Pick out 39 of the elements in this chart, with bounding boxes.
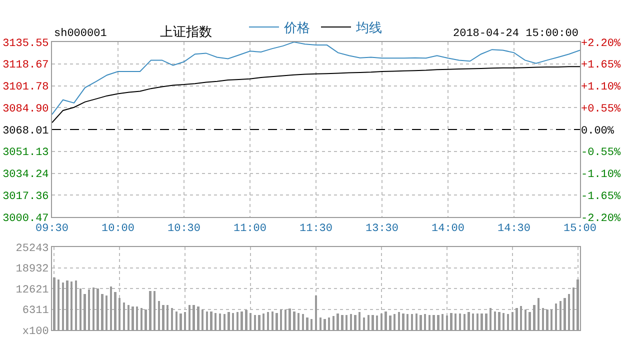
y-tick-label: 3000.47 (2, 212, 49, 225)
text: 2018-04-24 15:00:00 (453, 28, 578, 40)
y-tick-label: x100 (22, 326, 49, 338)
x-tick-label: 11:00 (233, 223, 267, 236)
line-series (52, 42, 580, 115)
y2-tick-label: -1.65% (581, 190, 622, 203)
y-tick-label: 3051.13 (2, 147, 49, 160)
y-tick-label: 12621 (16, 284, 50, 296)
text: 上证指数 (160, 25, 212, 40)
y-tick-label: 25243 (16, 242, 49, 255)
y-tick-label: 6311 (22, 305, 50, 318)
y-tick-label: 18932 (16, 264, 49, 276)
y2-tick-label: +1.10% (581, 82, 622, 94)
legend-label: 均线 (355, 21, 382, 36)
y-tick-label: 3068.01 (2, 125, 50, 138)
y2-tick-label: -0.55% (581, 147, 622, 160)
text: sh000001 (54, 28, 108, 40)
y2-tick-label: 0.00% (581, 125, 614, 138)
y-tick-label: 3118.67 (2, 60, 49, 72)
x-tick-label: 14:00 (431, 223, 465, 236)
y-tick-label: 3101.78 (2, 82, 49, 94)
y2-tick-label: +1.65% (581, 60, 622, 72)
x-tick-label: 15:00 (563, 223, 597, 236)
x-tick-label: 13:30 (365, 223, 399, 236)
x-tick-label: 09:30 (35, 223, 69, 236)
y-tick-label: 3017.36 (2, 190, 49, 203)
x-tick-label: 11:30 (299, 223, 333, 236)
y2-tick-label: -1.10% (581, 169, 622, 182)
legend-label: 价格 (283, 21, 310, 36)
x-tick-label: 10:30 (167, 223, 201, 236)
line-series (52, 66, 580, 124)
y-tick-label: 3135.55 (2, 38, 49, 50)
y2-tick-label: -2.20% (581, 212, 622, 225)
x-tick-label: 10:00 (101, 223, 135, 236)
y2-tick-label: +2.20% (581, 38, 622, 50)
y-tick-label: 3034.24 (2, 169, 50, 182)
x-tick-label: 14:30 (497, 223, 531, 236)
y2-tick-label: +0.55% (581, 103, 622, 116)
y-tick-label: 3084.90 (2, 103, 49, 116)
